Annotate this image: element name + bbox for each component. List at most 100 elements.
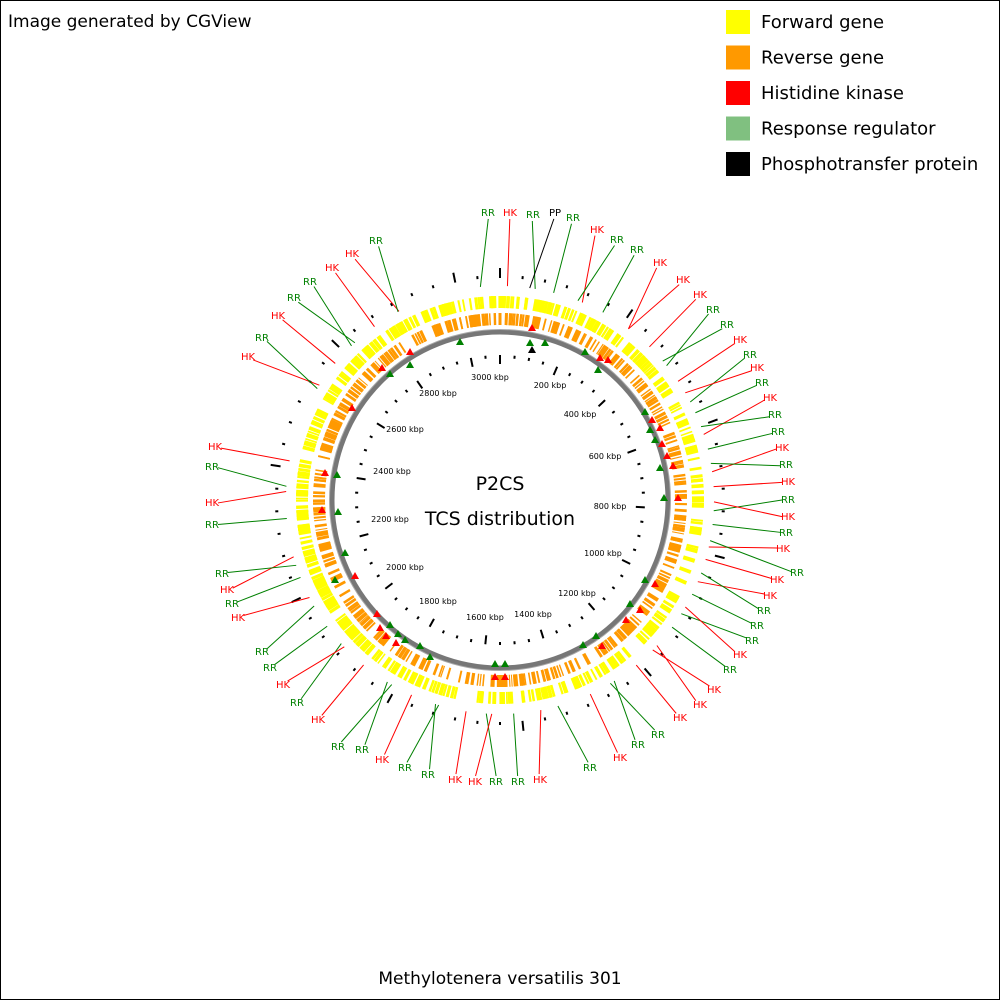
ruler-tick — [359, 462, 363, 466]
reverse-gene — [541, 669, 546, 682]
forward-gene — [395, 323, 405, 336]
reverse-gene — [573, 658, 581, 670]
feature-leader — [237, 576, 301, 603]
feature-leader — [274, 625, 328, 665]
feature-label: HK — [707, 685, 722, 696]
outer-tick — [281, 442, 286, 446]
feature-label: RR — [790, 568, 804, 579]
reverse-gene — [333, 413, 345, 421]
forward-gene — [560, 306, 567, 319]
feature-leader — [713, 499, 783, 512]
forward-gene — [299, 535, 312, 540]
forward-gene — [690, 478, 704, 483]
forward-gene — [442, 684, 448, 697]
outer-tick — [643, 667, 652, 677]
forward-gene — [596, 323, 604, 335]
feature-leader — [282, 319, 336, 364]
forward-gene — [653, 378, 665, 387]
tcs-marker — [376, 624, 384, 631]
legend: Forward gene Reverse gene Histidine kinase… — [726, 10, 978, 176]
feature-label: RR — [511, 777, 525, 788]
reverse-gene — [620, 364, 632, 376]
ruler-tick — [619, 574, 624, 578]
reverse-gene — [673, 473, 686, 478]
feature-label: HK — [763, 393, 778, 404]
reverse-gene — [321, 553, 335, 560]
feature-label: RR — [355, 745, 369, 756]
forward-gene — [330, 383, 343, 393]
reverse-gene — [321, 442, 334, 449]
tcs-marker — [528, 346, 536, 353]
forward-gene — [552, 303, 559, 317]
feature-leader — [689, 357, 746, 403]
tcs-marker — [321, 469, 329, 476]
ruler-tick — [455, 361, 459, 365]
reverse-gene — [321, 552, 334, 558]
reverse-gene — [416, 332, 424, 344]
outer-tick — [352, 667, 357, 672]
forward-gene — [421, 310, 429, 323]
tcs-marker — [456, 338, 464, 345]
ruler-tick — [611, 410, 616, 414]
forward-gene — [317, 585, 330, 594]
header: Image generated by CGView — [8, 12, 252, 32]
reverse-gene — [671, 531, 684, 535]
reverse-gene — [437, 322, 445, 336]
forward-gene — [684, 444, 697, 450]
reverse-gene — [328, 423, 341, 431]
forward-gene — [335, 376, 347, 387]
reverse-gene — [370, 364, 380, 374]
feature-leader — [287, 646, 345, 682]
tcs-marker — [656, 464, 664, 471]
outer-tick — [281, 554, 286, 558]
reverse-gene — [353, 382, 364, 392]
reverse-gene — [580, 333, 587, 346]
outer-tick — [586, 703, 590, 708]
ruler-tick — [356, 477, 366, 481]
reverse-gene — [444, 320, 451, 333]
forward-gene — [547, 302, 553, 315]
outer-tick — [714, 554, 725, 560]
reverse-gene — [446, 319, 453, 333]
reverse-gene — [379, 355, 389, 366]
reverse-gene — [314, 523, 327, 528]
forward-gene — [364, 643, 375, 655]
forward-gene — [296, 513, 309, 517]
reverse-gene — [323, 436, 336, 443]
feature-label: RR — [757, 606, 771, 617]
forward-gene — [445, 685, 452, 698]
reverse-gene — [523, 673, 527, 686]
forward-gene — [564, 307, 572, 321]
forward-gene — [297, 525, 310, 530]
outer-tick — [586, 292, 590, 297]
forward-gene — [642, 626, 654, 637]
feature-leader — [475, 713, 493, 777]
forward-gene — [304, 554, 317, 561]
forward-gene — [373, 338, 383, 350]
feature-label: HK — [220, 585, 235, 596]
forward-gene — [340, 371, 352, 381]
reverse-gene — [674, 508, 687, 513]
forward-gene — [545, 301, 551, 315]
tcs-marker — [426, 653, 434, 660]
forward-gene — [389, 326, 399, 339]
forward-gene — [323, 394, 336, 404]
forward-gene — [637, 632, 648, 643]
forward-gene — [361, 348, 372, 360]
legend-swatch — [726, 45, 750, 70]
ruler-tick — [384, 582, 394, 590]
feature-leader — [485, 713, 497, 777]
tcs-marker — [491, 673, 499, 680]
forward-gene — [586, 317, 595, 330]
feature-leader — [335, 272, 375, 327]
reverse-gene — [448, 319, 454, 332]
feature-label: RR — [421, 770, 435, 781]
forward-gene — [575, 312, 583, 325]
ruler-tick — [416, 380, 424, 389]
ruler-tick — [568, 372, 572, 377]
forward-gene — [325, 392, 338, 401]
reverse-gene — [318, 542, 331, 549]
reverse-gene — [345, 598, 357, 607]
forward-gene — [424, 309, 431, 322]
